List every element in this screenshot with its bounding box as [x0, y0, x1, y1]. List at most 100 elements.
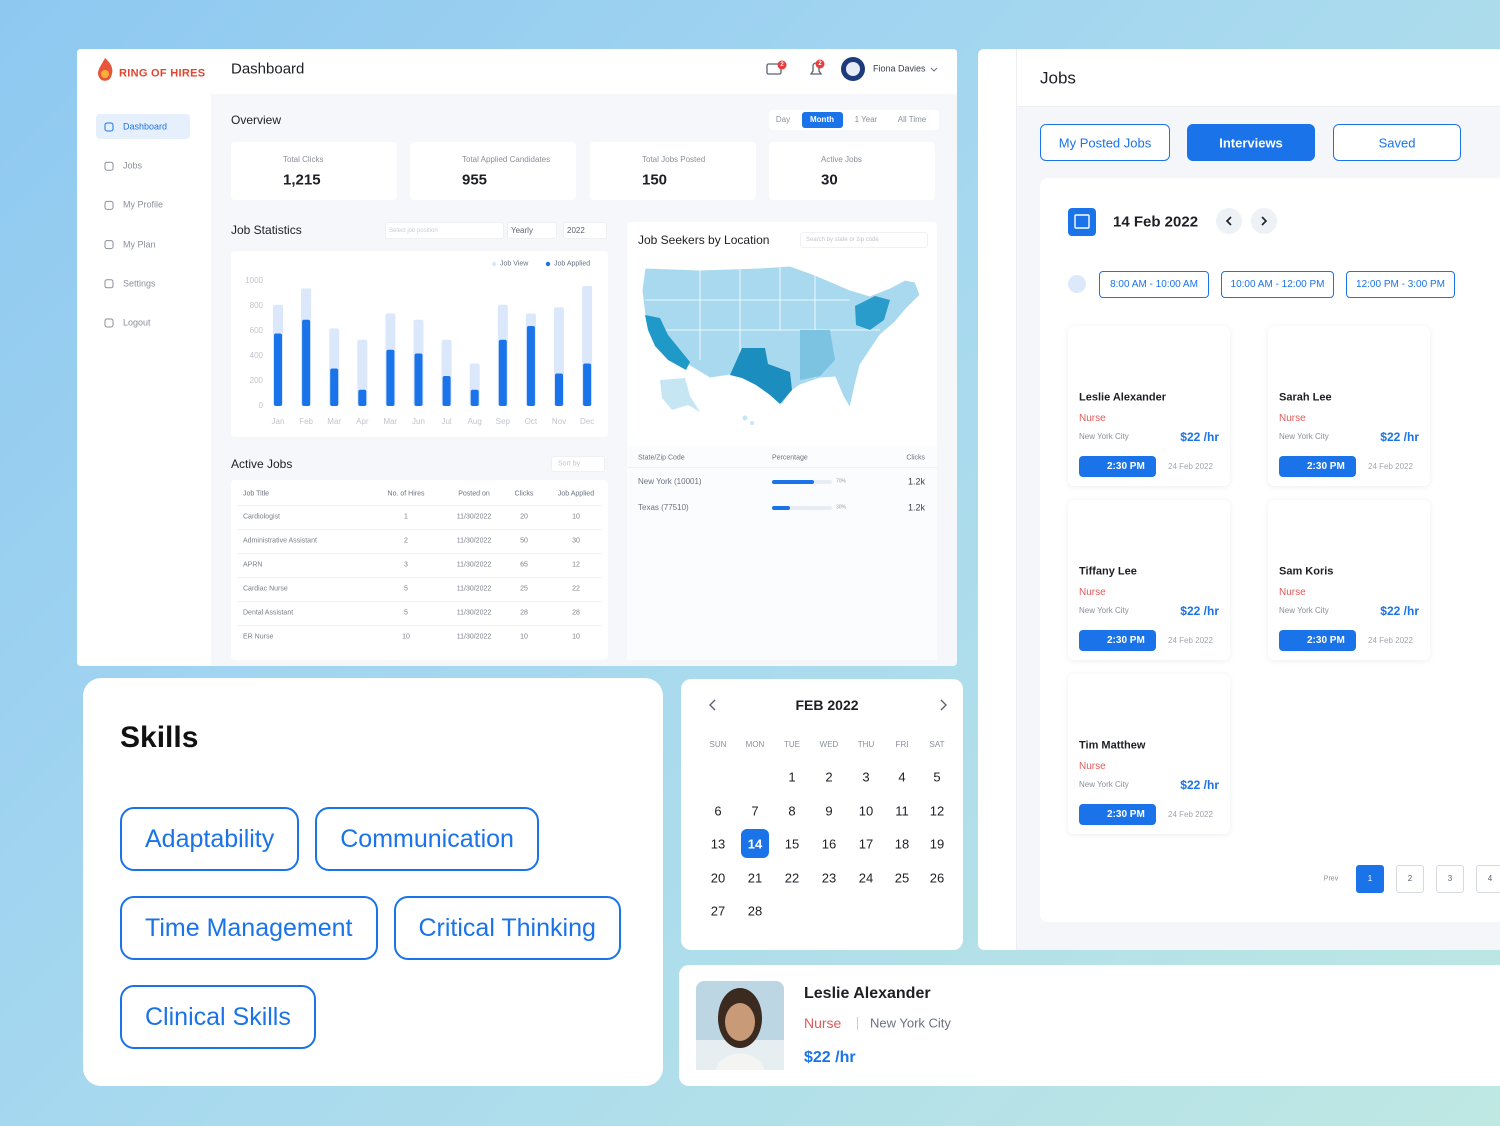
- day[interactable]: 17: [858, 836, 874, 852]
- nav-item[interactable]: Logout: [123, 317, 151, 328]
- join-button[interactable]: [1079, 456, 1156, 477]
- day[interactable]: 5: [933, 769, 941, 785]
- weekday: TUE: [784, 740, 800, 749]
- row-line: [237, 625, 602, 626]
- time-slot-label: 12:00 PM - 3:00 PM: [1356, 279, 1445, 290]
- prev-arrow[interactable]: [709, 699, 716, 711]
- nav-item[interactable]: Jobs: [123, 160, 143, 171]
- nav-item[interactable]: My Plan: [123, 239, 156, 250]
- progress-fill: [772, 480, 814, 484]
- filter-select[interactable]: [507, 222, 557, 239]
- day-selected[interactable]: [741, 829, 769, 858]
- search-box[interactable]: [800, 232, 928, 248]
- day[interactable]: 4: [898, 769, 906, 785]
- row-line: [237, 553, 602, 554]
- card-title: Job Seekers by Location: [638, 233, 770, 247]
- day[interactable]: 1: [788, 769, 796, 785]
- page-title: Dashboard: [231, 60, 305, 78]
- join-button[interactable]: [1079, 630, 1156, 651]
- period-tab[interactable]: All Time: [897, 115, 927, 124]
- page-number: 3: [1447, 874, 1453, 883]
- day[interactable]: 11: [895, 803, 909, 818]
- day[interactable]: 12: [929, 803, 945, 818]
- period-tab[interactable]: 1 Year: [854, 115, 878, 124]
- day[interactable]: 27: [710, 903, 726, 919]
- next-day[interactable]: [1251, 208, 1277, 234]
- next-arrow[interactable]: [940, 699, 947, 711]
- tab[interactable]: [1187, 124, 1315, 161]
- day[interactable]: 3: [862, 769, 870, 785]
- day[interactable]: 23: [821, 870, 837, 885]
- day[interactable]: 10: [858, 803, 874, 818]
- profile-panel: [679, 965, 1500, 1086]
- day[interactable]: 13: [710, 836, 726, 852]
- calendar-month: FEB 2022: [795, 697, 859, 713]
- bar: [583, 363, 592, 406]
- interview-time: 2:30 PM: [1107, 635, 1145, 646]
- column-header: State/Zip Code: [638, 454, 685, 462]
- nav-item[interactable]: My Profile: [123, 199, 164, 210]
- period-tab[interactable]: Month: [810, 115, 834, 124]
- stat-card: [769, 142, 935, 200]
- prev-day[interactable]: [1216, 208, 1242, 234]
- day[interactable]: 28: [747, 903, 763, 919]
- skills-list: Adaptability Communication Time Management…: [120, 807, 650, 1057]
- profile-photo: [725, 1003, 755, 1041]
- day[interactable]: 9: [825, 803, 833, 818]
- percentage-label: 70%: [836, 478, 847, 485]
- nav-item[interactable]: Settings: [123, 278, 156, 289]
- filter-select[interactable]: [563, 222, 607, 239]
- join-button[interactable]: [1079, 804, 1156, 825]
- x-tick-label: Jan: [271, 417, 285, 426]
- table-cell: 25: [520, 585, 528, 593]
- page-button[interactable]: [1476, 865, 1500, 893]
- table-cell: 30: [572, 537, 580, 545]
- period-tab[interactable]: Day: [775, 115, 791, 124]
- jobs-divider: [1016, 49, 1017, 950]
- page-prev[interactable]: Prev: [1323, 875, 1339, 883]
- nav-item[interactable]: Dashboard: [123, 121, 168, 132]
- day[interactable]: 24: [858, 870, 874, 885]
- day[interactable]: 18: [894, 836, 910, 852]
- sort-select[interactable]: [551, 456, 605, 472]
- day[interactable]: 2: [825, 769, 833, 785]
- day[interactable]: 25: [894, 870, 910, 885]
- day[interactable]: 6: [714, 803, 722, 818]
- weekday: WED: [819, 740, 839, 749]
- slot-prev[interactable]: [1068, 275, 1086, 293]
- day[interactable]: 21: [747, 870, 763, 885]
- user-name[interactable]: Fiona Davies: [873, 63, 926, 74]
- page-button[interactable]: [1356, 865, 1384, 893]
- page-button[interactable]: [1396, 865, 1424, 893]
- tab[interactable]: [1333, 124, 1461, 161]
- day[interactable]: 8: [788, 803, 796, 818]
- day[interactable]: 22: [784, 870, 800, 885]
- day[interactable]: 7: [751, 803, 759, 818]
- day[interactable]: 20: [710, 870, 726, 885]
- time-slot[interactable]: [1221, 271, 1334, 298]
- tab[interactable]: [1040, 124, 1170, 161]
- join-button[interactable]: [1279, 630, 1356, 651]
- profile-photo: [716, 1053, 764, 1070]
- filter-select[interactable]: [385, 222, 504, 239]
- prev-day-arrow: [1225, 216, 1232, 226]
- column-header: Percentage: [772, 454, 808, 462]
- day[interactable]: 16: [821, 836, 837, 852]
- interview-time: 2:30 PM: [1107, 461, 1145, 472]
- join-button[interactable]: [1279, 456, 1356, 477]
- time-slot[interactable]: [1346, 271, 1455, 298]
- bar: [358, 389, 367, 406]
- day[interactable]: 19: [929, 836, 945, 852]
- page-button[interactable]: [1436, 865, 1464, 893]
- badge: [815, 59, 825, 69]
- day[interactable]: 14: [747, 836, 763, 852]
- day[interactable]: 26: [929, 870, 945, 885]
- day[interactable]: 15: [784, 836, 800, 852]
- stat-label: Total Jobs Posted: [642, 155, 706, 164]
- time-slot[interactable]: [1099, 271, 1209, 298]
- bar: [330, 368, 339, 406]
- candidate-city: New York City: [1279, 432, 1329, 441]
- period-active[interactable]: [802, 112, 843, 128]
- interview-date: 24 Feb 2022: [1368, 636, 1413, 645]
- sort-label: Sort by: [558, 460, 581, 468]
